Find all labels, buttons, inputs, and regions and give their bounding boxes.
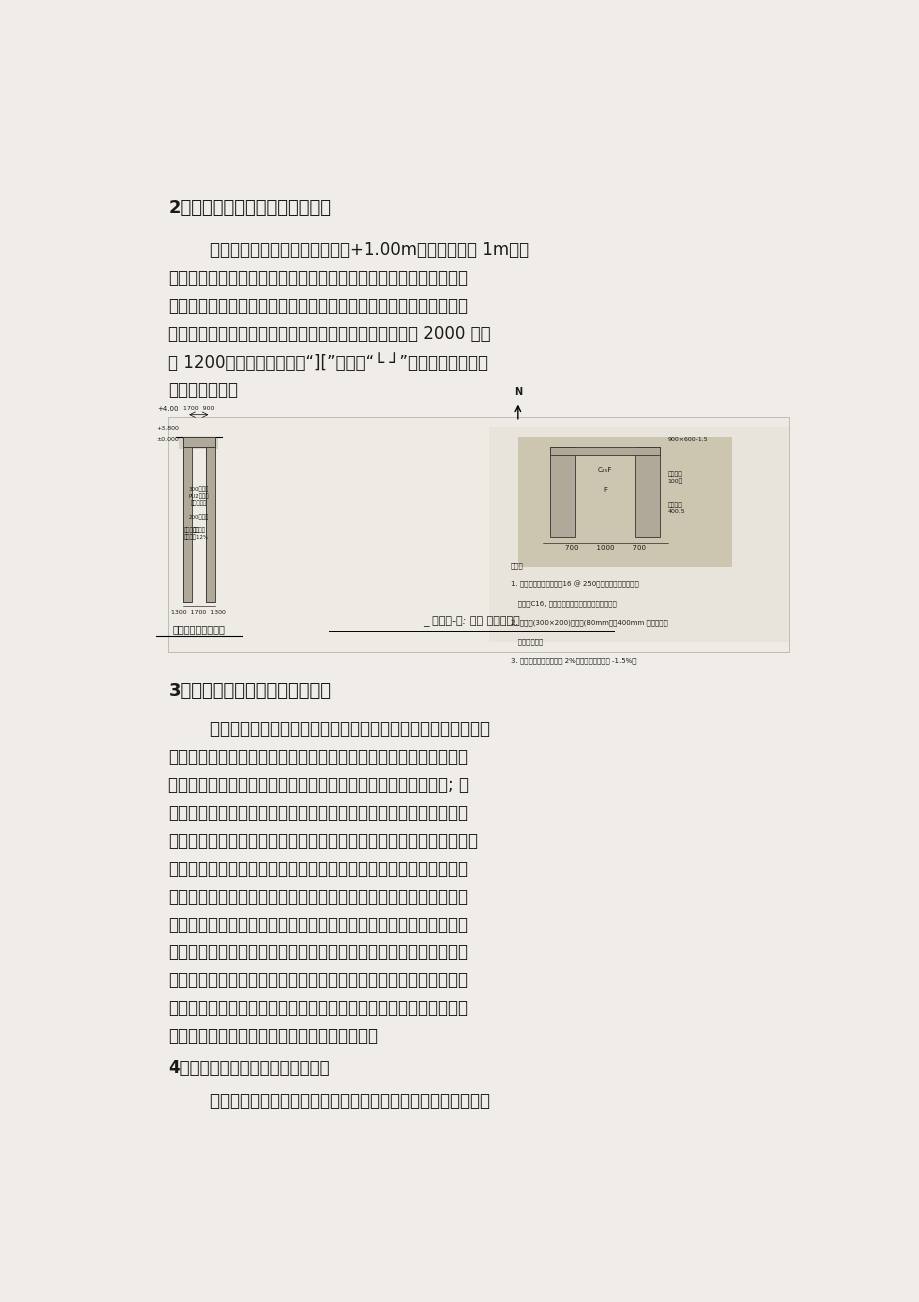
Bar [183,436,214,447]
Text: 注明：: 注明： [510,562,523,569]
Text: +4.00: +4.00 [157,406,179,411]
Bar [206,436,215,602]
Text: 900×600-1.5: 900×600-1.5 [667,436,708,441]
Text: 配给为C16, 图中折角为见避高管，即给到泥声。: 配给为C16, 图中折角为见避高管，即给到泥声。 [510,600,616,607]
Text: 3、改锁口管为预制钉筋砖锁口柱: 3、改锁口管为预制钉筋砖锁口柱 [168,682,331,700]
Bar [550,447,660,454]
Text: 别是锁口管的提升时间很难把握，母槽的尖角处，在极易崩塔，锁口: 别是锁口管的提升时间很难把握，母槽的尖角处，在极易崩塔，锁口 [168,805,468,822]
Bar [517,436,731,568]
Text: _ 钔桃四-位: 导墙 道断断面会: _ 钔桃四-位: 导墙 道断断面会 [423,617,519,628]
Text: 1700  900: 1700 900 [183,406,214,410]
Text: 筋详见附件四。: 筋详见附件四。 [168,380,238,398]
Bar [179,436,218,449]
Text: ±0.000: ±0.000 [156,437,179,443]
Text: 为 1200，而导墙的由百由“][”型改为“└ ┘”型，具体尺寸及配: 为 1200，而导墙的由百由“][”型改为“└ ┘”型，具体尺寸及配 [168,353,488,372]
Bar [168,417,788,652]
Text: N: N [513,387,521,397]
Text: 2、降低导墙标高，改进导墙断面: 2、降低导墙标高，改进导墙断面 [168,199,331,217]
Text: 制桩头安装就位后，外力用粘土将其空隙填实。: 制桩头安装就位后，外力用粘土将其空隙填实。 [168,1027,378,1046]
Text: 水泥粒拌桩
水泥掺量12%: 水泥粒拌桩 水泥掺量12% [183,527,209,539]
Text: 导墙，新旧断图图比: 导墙，新旧断图图比 [172,624,225,634]
Bar [489,427,788,642]
Text: C₂₅F: C₂₅F [597,467,612,473]
Text: 使其成为地下连续墙的一部分。预制锁口柱的砖强度及钉筋都不低于: 使其成为地下连续墙的一部分。预制锁口柱的砖强度及钉筋都不低于 [168,944,468,961]
Bar [183,436,192,602]
Bar [183,436,215,447]
Text: 加上接头处较难清理，容易造成渗水漏水现象，根据已有的经验，将: 加上接头处较难清理，容易造成渗水漏水现象，根据已有的经验，将 [168,859,468,878]
Text: 系沟钔液水。: 系沟钔液水。 [510,638,542,644]
Text: 厭秦标高
100居: 厭秦标高 100居 [667,471,682,484]
Text: 700        1000        700: 700 1000 700 [564,546,645,551]
Text: 厭秦标高
400.5: 厭秦标高 400.5 [667,501,685,514]
Bar [635,447,660,536]
Text: 高由于地下连续墙两侧的槽壁已有深层搞拌桩加固，可以保持槽壁的: 高由于地下连续墙两侧的槽壁已有深层搞拌桩加固，可以保持槽壁的 [168,297,468,315]
Text: 地下连续墙各槽段之间的接头原设计采用了常用的锁口管接头，: 地下连续墙各槽段之间的接头原设计采用了常用的锁口管接头， [168,720,490,738]
Text: 头的不利方面。因为预制钉筋砖锁口柱的特点是锁口桩不用拔出，而: 头的不利方面。因为预制钉筋砖锁口柱的特点是锁口桩不用拔出，而 [168,915,468,934]
Text: 2. 钒水沟(300×200)下底声(80mm，宽400mm 同样主斜路: 2. 钒水沟(300×200)下底声(80mm，宽400mm 同样主斜路 [510,620,667,626]
Bar [205,436,214,602]
Text: 4、提高钉筋笼的角度，增设桁架篇: 4、提高钉筋笼的角度，增设桁架篇 [168,1059,330,1077]
Text: 3. 泥泥浇铸中大坡塞入比 2%，半涯半径钔条斜 -1.5%。: 3. 泥泥浇铸中大坡塞入比 2%，半涯半径钔条斜 -1.5%。 [510,658,636,664]
Text: 处形成一个圆弧型的四槽。这种形式的接头不尽理想，问题较多; 特: 处形成一个圆弧型的四槽。这种形式的接头不尽理想，问题较多; 特 [168,776,469,794]
Text: 300密度桩
PU2型挡板
（待插打）

200深度桩

置土分元: 300密度桩 PU2型挡板 （待插打） 200深度桩 置土分元 [188,487,209,533]
Text: 钉筋笼制作是在现场特制的平台上进行，现场钉筋笼制作平台共: 钉筋笼制作是在现场特制的平台上进行，现场钉筋笼制作平台共 [168,1092,490,1109]
Text: 连续墙锁口管接头改为预制钉筋砖锁口柱接头，这样就避免锁口管接: 连续墙锁口管接头改为预制钉筋砖锁口柱接头，这样就避免锁口管接 [168,888,468,906]
Bar [183,436,191,602]
Text: 合考虑了地下水位深度和泥浆池高度，确定将导墙标高降低与地面等: 合考虑了地下水位深度和泥浆池高度，确定将导墙标高降低与地面等 [168,270,468,288]
Text: 本工程导塔顶面标高，原设计为+1.00m；即高出地面 1m，综: 本工程导塔顶面标高，原设计为+1.00m；即高出地面 1m，综 [168,241,529,259]
Text: 1300  1700  1300: 1300 1700 1300 [171,611,226,615]
Text: 1. 钉筋浇施工操宜首空公16 @ 250斜钉筋过，注意斜形，: 1. 钉筋浇施工操宜首空公16 @ 250斜钉筋过，注意斜形， [510,581,638,589]
Bar [550,447,574,536]
Text: 由于该接头的做法是在浇筑的过程中逐渐提升锁口管，最后使得接口: 由于该接头的做法是在浇筑的过程中逐渐提升锁口管，最后使得接口 [168,749,468,767]
Text: 稳定。为了便于施工，以加快施工进度，将导墙的高度由 2000 减小: 稳定。为了便于施工，以加快施工进度，将导墙的高度由 2000 减小 [168,326,491,342]
Text: 连续墙的要求，锁口桩接头分三节制作，两节之间的连接采用钉板焺: 连续墙的要求，锁口桩接头分三节制作，两节之间的连接采用钉板焺 [168,971,468,990]
Text: 接，具体详见附件四。为了保证浇筑砖过程中预制接头不移动，在预: 接，具体详见附件四。为了保证浇筑砖过程中预制接头不移动，在预 [168,999,468,1017]
Text: F: F [603,487,607,493]
Text: +3.800: +3.800 [156,426,179,431]
Text: 管提升很困难，甚至会造成拔不出等问题，这样都影响连续墙的质量。: 管提升很困难，甚至会造成拔不出等问题，这样都影响连续墙的质量。 [168,832,478,850]
